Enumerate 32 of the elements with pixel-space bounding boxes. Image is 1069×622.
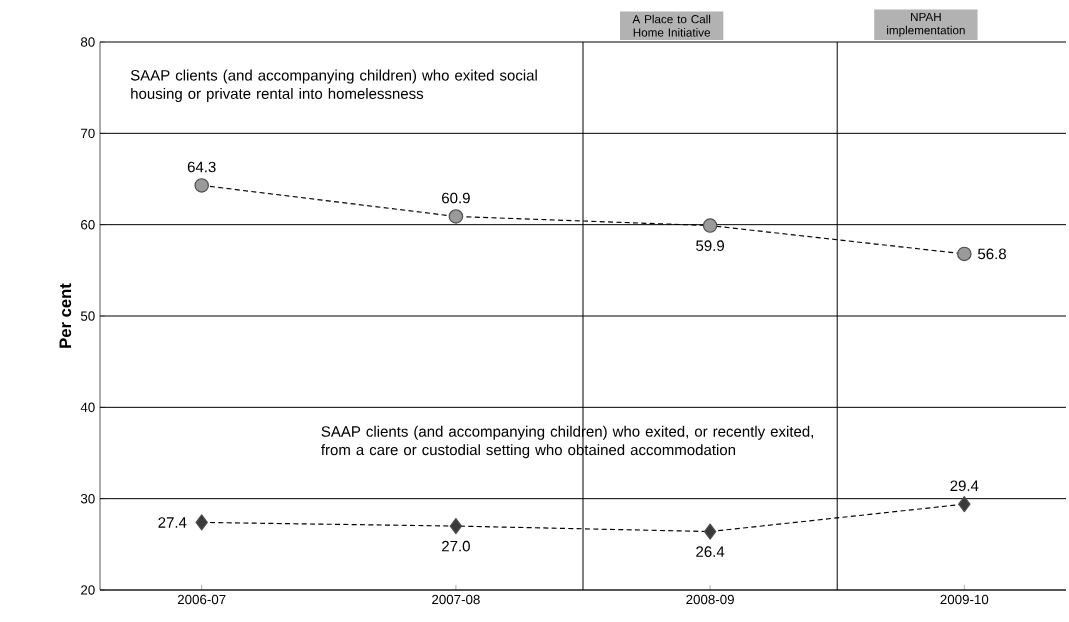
annotation: SAAP clients (and accompanying children) who exited social housing or private rental into homelessness xyxy=(130,69,537,102)
data-label: 27.0 xyxy=(442,540,470,552)
point xyxy=(195,514,208,531)
y-tick-label: 40 xyxy=(80,402,95,413)
data-label: 59.9 xyxy=(696,240,724,251)
x-tick-label: 2009-10 xyxy=(940,594,989,605)
y-axis-title: Per cent xyxy=(59,283,72,348)
x-tick-label: 2008-09 xyxy=(686,594,734,605)
point xyxy=(702,218,718,233)
y-tick-label: 60 xyxy=(81,219,95,230)
y-tick-label: 20 xyxy=(81,585,95,595)
y-tick-label: 50 xyxy=(80,311,95,321)
x-tick-label: 2006-07 xyxy=(177,594,226,605)
y-tick-label: 30 xyxy=(80,493,95,504)
point xyxy=(448,209,464,224)
x-tick-label: 2007-08 xyxy=(432,594,480,605)
text: NPAH implementation xyxy=(887,12,965,37)
point xyxy=(194,178,209,193)
point xyxy=(958,496,971,513)
data-label: 64.3 xyxy=(187,161,216,173)
data-label: 56.8 xyxy=(978,248,1006,260)
data-label: 60.9 xyxy=(442,192,470,204)
annotation: SAAP clients (and accompanying children) who exited, or recently exited, from a care or custodial setting who obtained accommodation xyxy=(321,425,813,459)
point xyxy=(703,523,717,540)
y-tick-label: 80 xyxy=(80,37,95,47)
point xyxy=(957,246,972,262)
point xyxy=(449,517,463,535)
data-label: 27.4 xyxy=(158,517,187,528)
text: A Place to Call Home Initiative xyxy=(632,14,711,37)
data-label: 29.4 xyxy=(950,480,979,492)
y-tick-label: 70 xyxy=(81,128,95,139)
data-label: 26.4 xyxy=(696,546,725,557)
